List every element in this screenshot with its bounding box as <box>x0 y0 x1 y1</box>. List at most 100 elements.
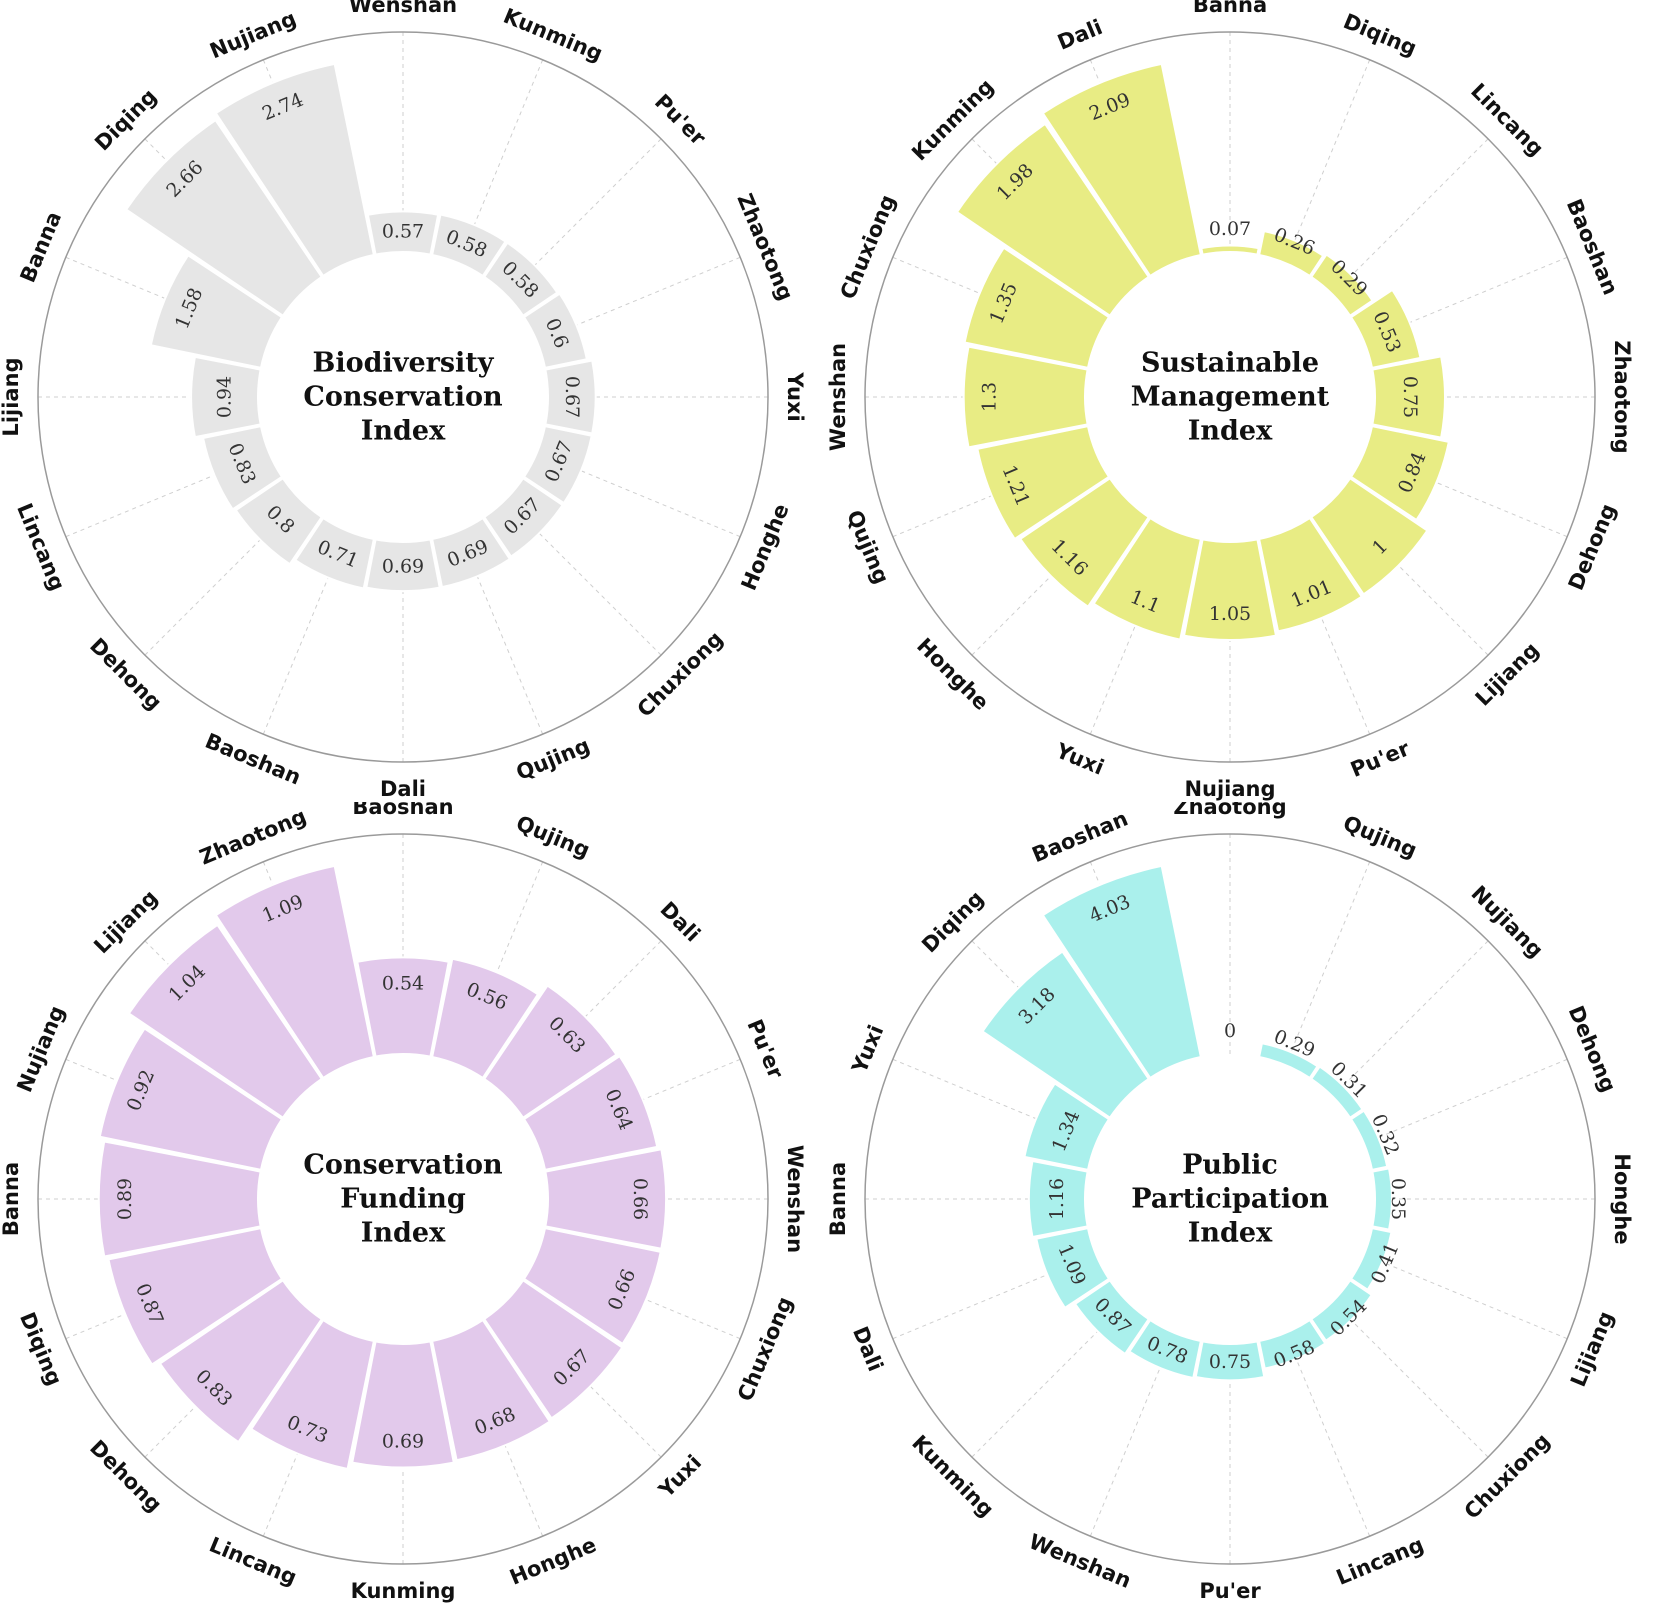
city-label: Lincang <box>12 500 69 594</box>
bar <box>955 122 1151 318</box>
city-label: Yuxi <box>1052 738 1108 779</box>
bar <box>1349 288 1422 370</box>
bar <box>981 950 1151 1120</box>
city-label: Chuxiong <box>633 627 728 722</box>
bar <box>522 1054 659 1172</box>
bar-value-label: 0 <box>1224 1020 1236 1042</box>
bar <box>214 864 376 1080</box>
city-label: Dali <box>380 777 426 801</box>
bar <box>1257 1318 1327 1370</box>
bar <box>522 1226 662 1346</box>
city-label: Dehong <box>1564 500 1621 593</box>
city-label: Chuxiong <box>836 191 900 302</box>
bar <box>127 923 324 1120</box>
city-label: Dehong <box>85 1436 166 1517</box>
chart-svg: 0 0.290.310.320.350.410.540.580.750.780.8… <box>827 802 1634 1603</box>
city-label: Pu'er <box>742 1016 788 1082</box>
bar <box>158 1278 324 1444</box>
city-label: Kunming <box>351 1579 456 1603</box>
city-label: Zhaotong <box>1610 340 1634 453</box>
city-label: Nujiang <box>1184 777 1275 801</box>
bar-value-label: 1.3 <box>979 382 1001 412</box>
city-label: Lincang <box>1466 79 1548 161</box>
chart-title-line: Funding <box>340 1184 466 1215</box>
bar-value-label: 0.69 <box>382 1430 424 1452</box>
bar <box>1194 1340 1266 1382</box>
bar <box>544 359 597 435</box>
bar-value-label: 1.05 <box>1209 603 1251 625</box>
bar <box>1092 516 1203 641</box>
bar <box>430 516 512 589</box>
bar <box>1023 1082 1111 1172</box>
city-label: Pu'er <box>1347 736 1413 782</box>
bar <box>976 424 1111 541</box>
city-label: Banna <box>827 1162 850 1236</box>
bar-value-label: 0.66 <box>629 1178 651 1220</box>
chart-title-line: Participation <box>1131 1184 1329 1215</box>
city-label: Yuxi <box>654 1450 707 1503</box>
city-label: Zhaotong <box>196 804 310 870</box>
bar <box>1128 1318 1203 1380</box>
bar <box>1041 62 1203 278</box>
bar <box>1309 1065 1364 1120</box>
bar <box>1309 253 1374 318</box>
city-label: Baoshan <box>1562 196 1623 299</box>
bar <box>522 292 589 370</box>
bar <box>98 1027 284 1172</box>
bar <box>190 355 262 439</box>
bar-value-label: 0.75 <box>1209 1351 1251 1373</box>
chart-title-line: Index <box>1188 416 1273 447</box>
bar <box>430 213 507 278</box>
chart-title-line: Index <box>361 1218 446 1249</box>
bar-value-label: 0.94 <box>214 376 236 418</box>
bar <box>1349 424 1450 522</box>
bar <box>1309 476 1429 596</box>
city-label: Wenshan <box>1025 1529 1134 1593</box>
city-label: Baoshan <box>352 802 453 819</box>
bar <box>107 1226 284 1366</box>
city-label: Banna <box>1193 0 1267 17</box>
city-label: Yuxi <box>847 1022 888 1078</box>
bar <box>1018 476 1151 609</box>
city-label: Lijiang <box>0 357 23 436</box>
city-label: Wenshan <box>349 0 457 17</box>
city-label: Dehong <box>85 634 166 715</box>
bar <box>1027 1159 1089 1239</box>
chart-title-line: Index <box>361 416 446 447</box>
city-label: Yuxi <box>783 371 807 421</box>
city-label: Nujiang <box>1466 881 1547 962</box>
city-label: Zhaotong <box>732 190 798 304</box>
bar <box>1349 1226 1393 1292</box>
bar <box>293 516 376 590</box>
bar <box>365 538 441 593</box>
city-label: Honghe <box>737 500 794 593</box>
bar <box>1041 864 1203 1080</box>
bar-value-label: 1.16 <box>1046 1178 1068 1220</box>
bar <box>1309 1278 1374 1343</box>
bar <box>963 246 1111 370</box>
city-label: Lincang <box>206 1532 300 1589</box>
chart-biodiversity-conservation: 0.57 0.58 0.58 0.6 0.67 0.67 0.67 0.69 0.69 0.71 0… <box>0 0 827 802</box>
chart-sustainable-management: 0.07 0.26 0.29 0.53 0.75 0.84 1 1.01 1.05 1.1 1.16… <box>827 0 1654 802</box>
chart-svg: 0.07 0.260.290.530.750.8411.011.051.11.16… <box>827 0 1634 801</box>
bar-value-label: 0.07 <box>1209 218 1251 240</box>
bar <box>1035 1226 1111 1310</box>
bar-value-label: 0.67 <box>561 376 583 418</box>
outer-ring <box>864 833 1596 1565</box>
bar <box>214 62 376 278</box>
bar <box>1182 538 1278 641</box>
bar <box>366 210 440 256</box>
bar <box>124 118 324 318</box>
bar-value-label: 0.57 <box>382 221 424 243</box>
outer-ring <box>864 31 1596 763</box>
city-label: Baoshan <box>1029 806 1132 867</box>
bar <box>1200 244 1260 256</box>
city-label: Dali <box>1054 15 1106 55</box>
bar <box>962 345 1089 449</box>
bar <box>1257 1042 1319 1080</box>
city-label: Nujiang <box>12 1002 69 1095</box>
city-label: Dehong <box>1564 1002 1621 1095</box>
bar <box>482 476 564 558</box>
city-label: Chuxiong <box>1460 1429 1555 1524</box>
